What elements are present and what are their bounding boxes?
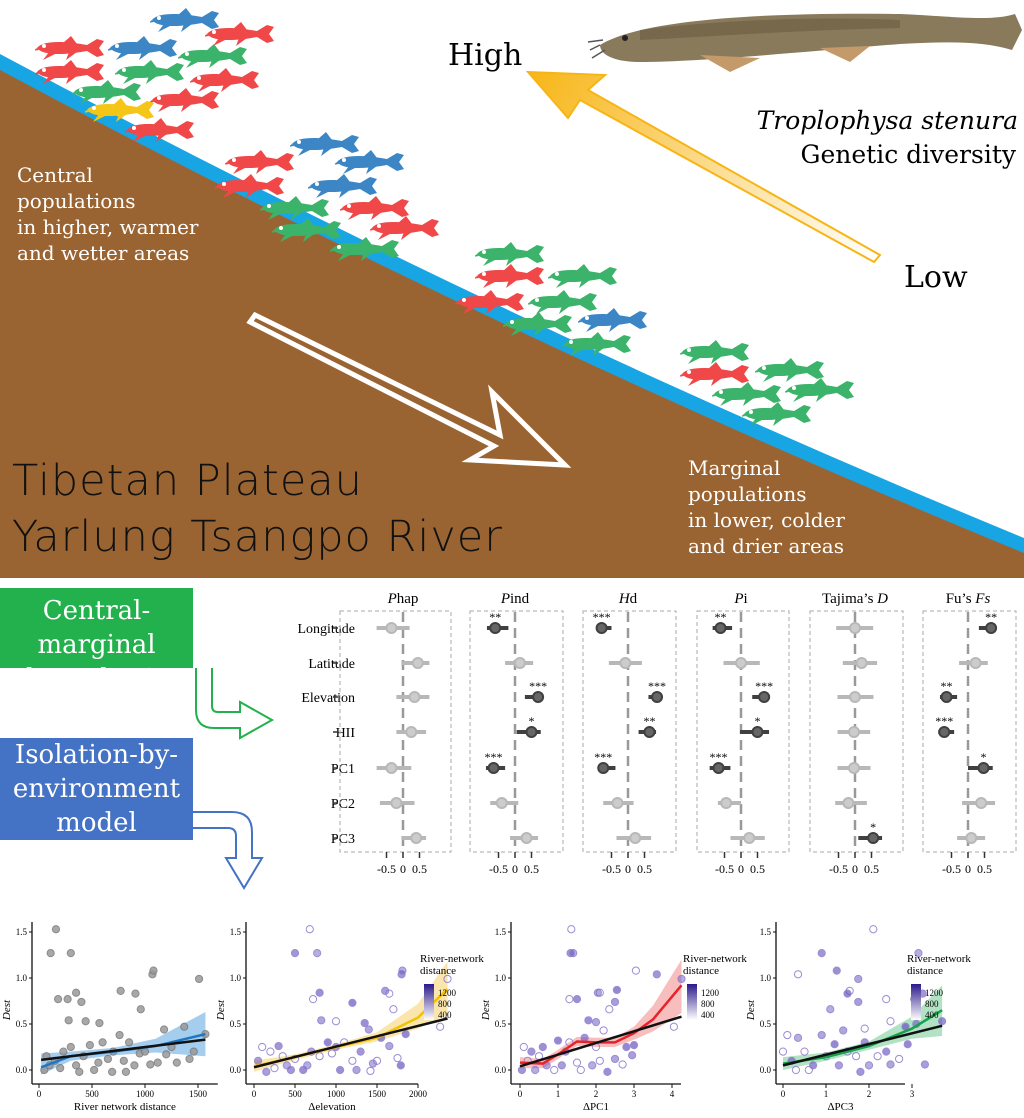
ibe-arrow <box>193 811 264 890</box>
central-line: populations <box>17 189 136 213</box>
box-line: model <box>56 808 137 838</box>
box-line: Isolation-by- <box>14 740 179 770</box>
fish-icon <box>528 290 597 314</box>
fish-icon <box>150 8 219 32</box>
fish-icon <box>680 362 749 386</box>
species-name: Troplophysa stenura <box>756 106 1018 135</box>
fish-icon <box>150 88 219 112</box>
marginal-line: populations <box>688 482 807 506</box>
fish-icon <box>308 174 377 198</box>
fish-icon <box>475 264 544 288</box>
river <box>0 54 1024 553</box>
fish-icon <box>578 308 647 332</box>
title-tibetan-plateau: Tibetan Plateau <box>12 456 363 506</box>
fish-icon <box>108 36 177 60</box>
marginal-line: Marginal <box>688 456 781 480</box>
title-yarlung-tsangpo: Yarlung Tsangpo River <box>12 512 503 562</box>
genetic-diversity-label: Genetic diversity <box>800 140 1016 169</box>
fish-icon <box>340 196 409 220</box>
central-line: and wetter areas <box>17 241 190 265</box>
central-line: in higher, warmer <box>17 215 199 239</box>
central-populations-text: Central populations in higher, warmer an… <box>17 162 198 266</box>
fish-icon <box>785 378 854 402</box>
fish-icon <box>115 60 184 84</box>
high-label: High <box>448 38 523 73</box>
fish-icon <box>35 36 104 60</box>
box-line: environment <box>12 774 181 804</box>
marginal-populations-text: Marginal populations in lower, colder an… <box>688 455 845 559</box>
low-label: Low <box>904 260 968 295</box>
central-marginal-arrow <box>195 668 275 740</box>
box-line: Central-marginal <box>37 596 156 660</box>
ibe-model-box: Isolation-by- environment model <box>0 738 193 840</box>
fish-icon <box>290 132 359 156</box>
fish-icon <box>755 358 824 382</box>
diversity-gradient-arrow <box>525 70 882 264</box>
fish-icon <box>190 68 259 92</box>
fish-icon <box>680 340 749 364</box>
marginal-line: in lower, colder <box>688 508 845 532</box>
loach-photo <box>587 13 1022 72</box>
box-line: hypothesis <box>25 664 168 694</box>
fish-icon <box>178 44 247 68</box>
fish-icon <box>370 216 439 240</box>
downstream-arrow <box>246 311 572 468</box>
fish-icon <box>335 150 404 174</box>
fish-icon <box>712 382 781 406</box>
central-line: Central <box>17 163 93 187</box>
fish-icon <box>548 264 617 288</box>
marginal-line: and drier areas <box>688 534 844 558</box>
central-marginal-hypothesis-box: Central-marginal hypothesis <box>0 588 193 694</box>
fish-icon <box>475 242 544 266</box>
fish-icon <box>225 150 294 174</box>
